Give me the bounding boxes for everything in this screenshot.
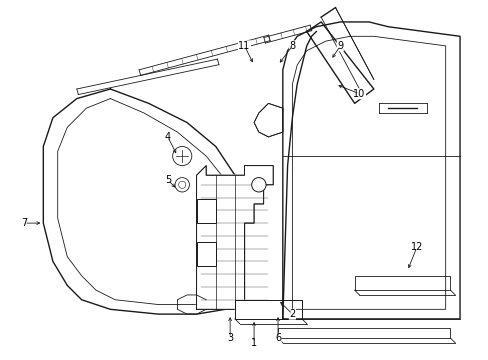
Text: 5: 5 [164, 175, 171, 185]
Text: 12: 12 [410, 242, 422, 252]
Text: 2: 2 [289, 309, 295, 319]
Polygon shape [234, 300, 302, 319]
Text: 10: 10 [353, 89, 365, 99]
Polygon shape [196, 166, 273, 309]
Bar [196, 199, 215, 223]
Text: 1: 1 [250, 338, 257, 348]
Text: 6: 6 [274, 333, 281, 343]
Text: 11: 11 [238, 41, 250, 51]
Circle shape [251, 177, 265, 192]
Text: 4: 4 [164, 132, 171, 142]
Text: 7: 7 [21, 218, 27, 228]
Text: 9: 9 [337, 41, 343, 51]
Text: 8: 8 [289, 41, 295, 51]
Bar [196, 242, 215, 266]
Polygon shape [254, 103, 282, 137]
Text: 3: 3 [226, 333, 233, 343]
